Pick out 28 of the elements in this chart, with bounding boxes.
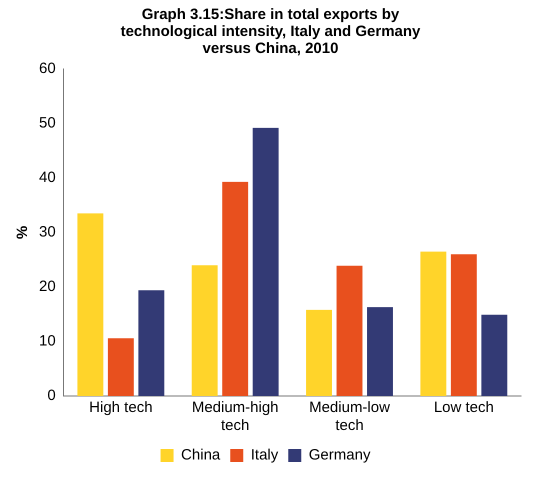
legend-label: China <box>181 446 221 464</box>
legend-label: Italy <box>250 446 279 464</box>
y-tick-label: 20 <box>38 278 56 296</box>
y-tick-label: 50 <box>38 114 56 132</box>
bar <box>450 254 477 396</box>
legend-label: Germany <box>308 446 371 464</box>
bar <box>77 213 104 396</box>
y-tick-label: 0 <box>47 387 56 404</box>
bar <box>192 265 218 396</box>
bar <box>420 252 446 396</box>
bar <box>108 338 134 396</box>
bar <box>138 290 164 396</box>
chart-title: Graph 3.15:Share in total exports by technological intensity, Italy and Germany versus China, 2010 <box>120 5 420 57</box>
bar <box>222 182 248 396</box>
bar <box>481 314 508 396</box>
x-tick-label: Medium-low tech <box>309 399 390 434</box>
y-tick-label: 60 <box>38 60 56 78</box>
y-tick-label: 30 <box>38 224 56 241</box>
y-tick-label: 40 <box>38 169 56 186</box>
x-tick-label: Medium-high tech <box>192 399 279 434</box>
x-tick-label: High tech <box>89 399 153 416</box>
y-tick-label: 10 <box>38 332 56 350</box>
y-axis-title: % <box>14 226 32 240</box>
bar <box>367 307 393 396</box>
bar <box>336 266 362 396</box>
x-tick-label: Low tech <box>434 399 494 416</box>
bar <box>252 128 279 396</box>
bar <box>306 310 332 396</box>
